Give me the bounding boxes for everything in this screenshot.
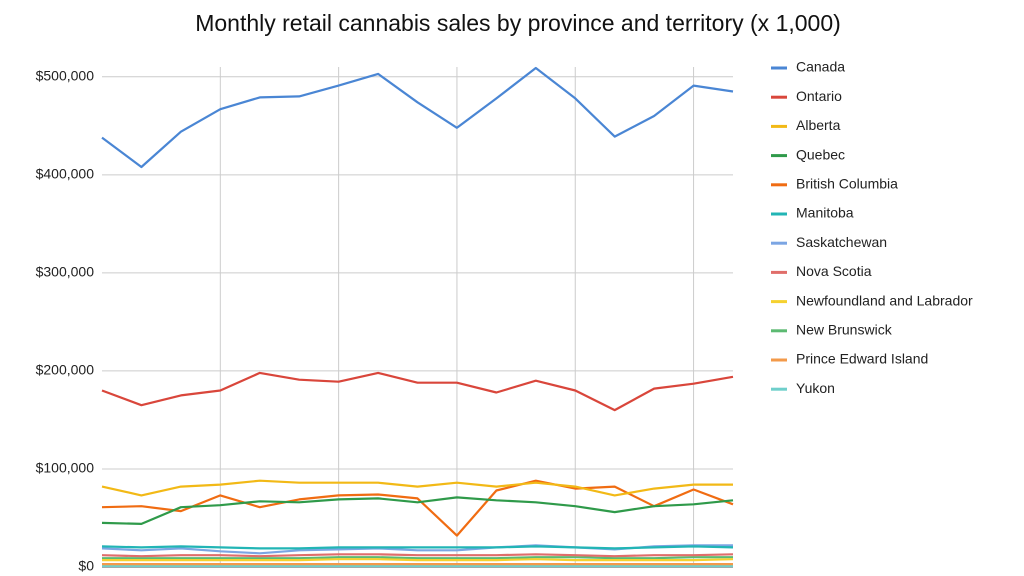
legend-label: Saskatchewan <box>796 234 887 250</box>
series-line <box>101 371 734 412</box>
series-line <box>101 553 734 558</box>
series-line <box>101 496 734 525</box>
y-tick-label: $0 <box>78 558 94 574</box>
legend-label: Canada <box>796 59 845 75</box>
series-line <box>101 545 734 550</box>
legend-label: Manitoba <box>796 205 854 221</box>
series-line <box>102 558 734 562</box>
y-tick-label: $400,000 <box>36 166 95 182</box>
legend-label: Alberta <box>796 117 841 133</box>
legend-label: Nova Scotia <box>796 263 872 279</box>
legend-label: New Brunswick <box>796 322 893 338</box>
legend-label: Yukon <box>796 380 835 396</box>
legend-label: British Columbia <box>796 176 898 192</box>
legend-label: Quebec <box>796 146 845 162</box>
series-line <box>101 66 734 169</box>
y-tick-label: $500,000 <box>36 68 95 84</box>
legend-label: Prince Edward Island <box>796 351 928 367</box>
y-tick-label: $300,000 <box>36 264 95 280</box>
legend-label: Newfoundland and Labrador <box>796 292 973 308</box>
series-line <box>101 479 733 497</box>
y-tick-label: $100,000 <box>36 460 95 476</box>
y-tick-label: $200,000 <box>36 362 95 378</box>
legend-label: Ontario <box>796 88 842 104</box>
series-line <box>102 556 733 560</box>
chart-title: Monthly retail cannabis sales by provinc… <box>195 10 841 36</box>
